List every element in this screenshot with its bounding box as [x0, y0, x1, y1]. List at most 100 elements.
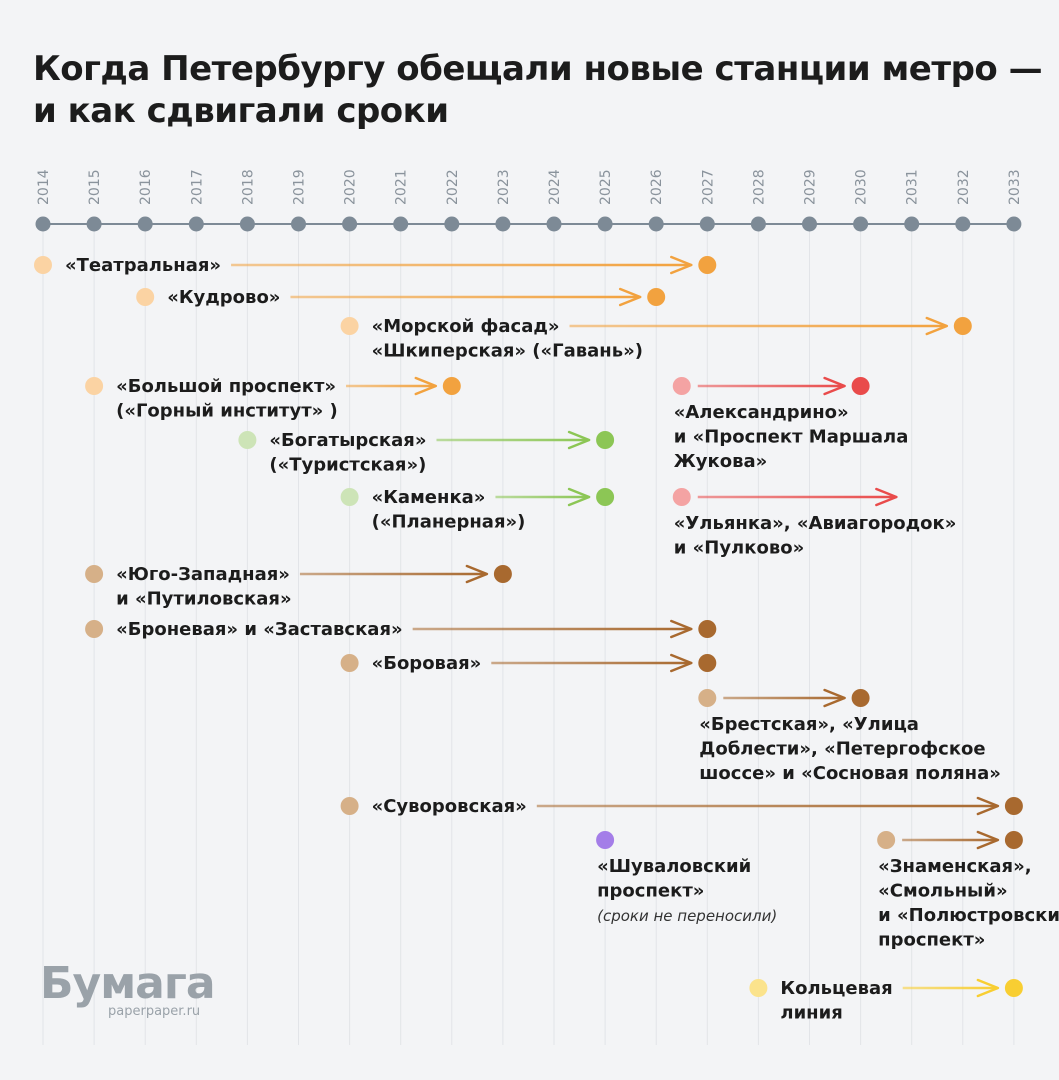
axis-dot [495, 216, 511, 232]
year-label: 2026 [649, 169, 665, 205]
axis-dot [699, 216, 715, 232]
year-label: 2020 [343, 169, 359, 205]
new-date-dot [596, 488, 615, 506]
axis-dot [904, 216, 920, 232]
year-label: 2025 [598, 169, 614, 205]
delay-arrow-head [670, 653, 693, 673]
year-label: 2021 [394, 169, 410, 205]
new-date-dot [698, 654, 717, 672]
axis-dot [291, 216, 306, 232]
delay-arrow-head [618, 287, 642, 307]
original-date-dot [85, 565, 104, 583]
original-date-dot [85, 620, 104, 638]
delay-arrow-head [976, 830, 1000, 850]
station-label: «Кудрово» [167, 287, 280, 308]
year-label: 2031 [905, 169, 921, 205]
new-date-dot [698, 620, 717, 638]
year-label: 2023 [496, 169, 512, 205]
axis-dot [853, 216, 869, 232]
delay-arrow-head [670, 255, 693, 275]
new-date-dot [953, 317, 972, 335]
axis-dot [597, 216, 613, 232]
year-label: 2032 [956, 169, 972, 205]
original-date-dot [340, 797, 359, 815]
new-date-dot [1004, 831, 1023, 849]
year-label: 2018 [240, 169, 256, 205]
axis-dot [239, 216, 255, 232]
year-label: 2033 [1007, 169, 1023, 205]
year-label: 2022 [445, 169, 461, 205]
year-label: 2024 [547, 169, 563, 205]
note-label: (сроки не переносили) [597, 907, 777, 925]
original-date-dot [340, 488, 359, 506]
axis-dot [750, 216, 766, 232]
new-date-dot [851, 689, 870, 707]
delay-arrow-head [976, 978, 1000, 998]
new-date-dot [1004, 979, 1023, 997]
new-date-dot [1004, 797, 1023, 815]
axis-dot [444, 216, 460, 232]
station-label: «Брестская», «Улица Доблести», «Петергофс… [699, 714, 1001, 784]
original-date-dot [238, 431, 257, 449]
axis-dot [1006, 216, 1022, 232]
delay-arrow-head [925, 316, 949, 336]
new-date-dot [596, 831, 615, 849]
station-label: «Морской фасад» «Шкиперская» («Гавань») [372, 316, 643, 362]
station-label: «Юго-Западная» и «Путиловская» [116, 564, 292, 610]
logo-url: paperpaper.ru [108, 1004, 201, 1019]
axis-dot [955, 216, 971, 232]
original-date-dot [85, 377, 104, 395]
year-label: 2028 [751, 169, 767, 205]
year-label: 2015 [87, 169, 103, 205]
original-date-dot [672, 488, 691, 506]
original-date-dot [877, 831, 896, 849]
axis-dot [137, 216, 153, 232]
year-label: 2030 [854, 169, 870, 205]
page-title: Когда Петербургу обещали новые станции м… [33, 49, 1043, 131]
axis-dot [648, 216, 664, 232]
year-label: 2017 [189, 169, 205, 205]
new-date-dot [442, 377, 461, 395]
delay-arrow-head [465, 564, 489, 584]
delay-arrow-head [875, 487, 898, 507]
delay-arrow-head [823, 688, 846, 708]
axis-dot [35, 216, 51, 232]
original-date-dot [672, 377, 691, 395]
new-date-dot [596, 431, 615, 449]
logo: Бумага [40, 958, 216, 1009]
station-label: «Боровая» [372, 653, 482, 674]
station-label: «Большой проспект» («Горный институт» ) [116, 376, 338, 422]
delay-arrow-head [567, 430, 591, 450]
original-date-dot [749, 979, 768, 997]
delay-arrow-head [823, 376, 846, 396]
new-date-dot [647, 288, 666, 306]
year-label: 2019 [292, 169, 308, 205]
year-label: 2027 [700, 169, 716, 205]
station-label: «Александрино» и «Проспект Маршала Жукова» [674, 402, 909, 472]
year-label: 2029 [803, 169, 819, 205]
station-label: «Театральная» [65, 255, 221, 276]
new-date-dot [698, 256, 717, 274]
station-label: «Ульянка», «Авиагородок» и «Пулково» [674, 513, 957, 559]
station-label: «Шуваловский проспект» [597, 856, 751, 902]
station-label: «Богатырская» («Туристская») [269, 430, 426, 476]
axis-dot [342, 216, 358, 232]
new-date-dot [851, 377, 870, 395]
year-label: 2014 [36, 169, 52, 205]
axis-dot [802, 216, 817, 232]
station-label: Кольцевая линия [780, 978, 892, 1024]
delay-arrow-head [670, 619, 693, 639]
axis-dot [546, 216, 562, 232]
original-date-dot [340, 654, 359, 672]
axis-dot [188, 216, 204, 232]
original-date-dot [698, 689, 717, 707]
station-label: «Броневая» и «Заставская» [116, 619, 403, 640]
station-label: «Знаменская», «Смольный» и «Полюстровский п… [878, 856, 1059, 951]
year-label: 2016 [138, 169, 154, 205]
axis-dot [393, 216, 409, 232]
delay-arrow-head [976, 796, 1000, 816]
axis-dot [86, 216, 102, 232]
original-date-dot [136, 288, 155, 306]
station-label: «Суворовская» [372, 796, 527, 817]
